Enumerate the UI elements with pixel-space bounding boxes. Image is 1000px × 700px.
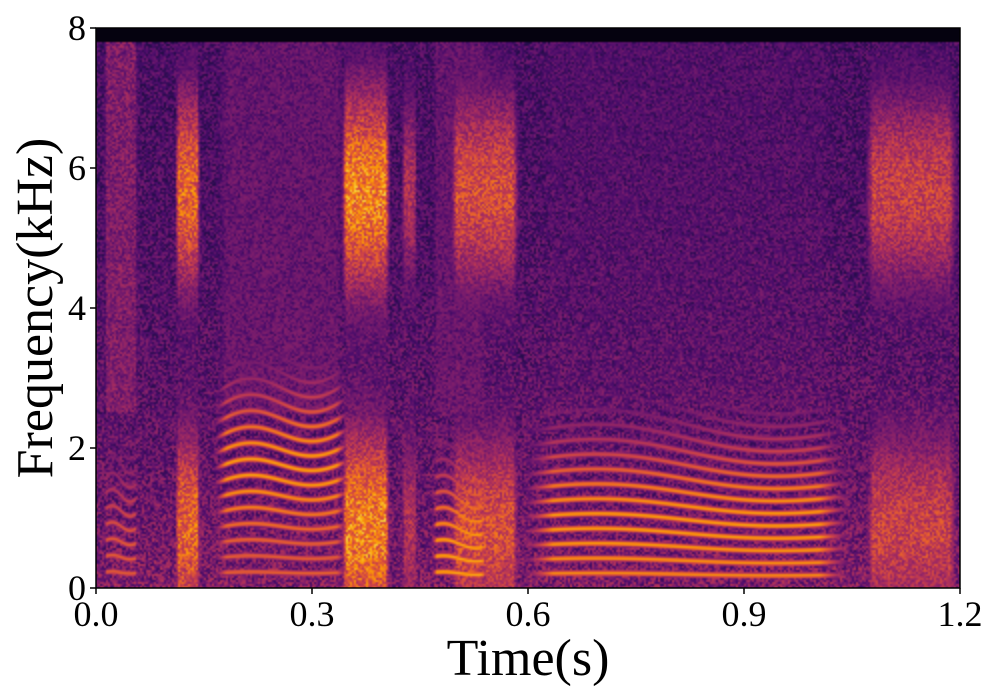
x-axis-label: Time(s): [447, 630, 610, 687]
y-tick-label: 2: [68, 428, 86, 468]
x-tick-label: 0.3: [290, 594, 335, 634]
plot-area: [95, 27, 961, 589]
x-tick-label: 0.0: [74, 594, 119, 634]
y-tick-label: 4: [68, 288, 86, 328]
y-tick-label: 0: [68, 568, 86, 608]
y-axis: 0 2 4 6 8: [68, 8, 96, 608]
y-tick-label: 8: [68, 8, 86, 48]
x-tick-label: 1.2: [938, 594, 983, 634]
y-axis-label: Frequency(kHz): [7, 138, 64, 479]
x-tick-label: 0.9: [722, 594, 767, 634]
y-tick-label: 6: [68, 148, 86, 188]
spectrogram-image: [96, 28, 960, 588]
x-tick-label: 0.6: [506, 594, 551, 634]
x-axis: 0.0 0.3 0.6 0.9 1.2: [74, 588, 983, 634]
